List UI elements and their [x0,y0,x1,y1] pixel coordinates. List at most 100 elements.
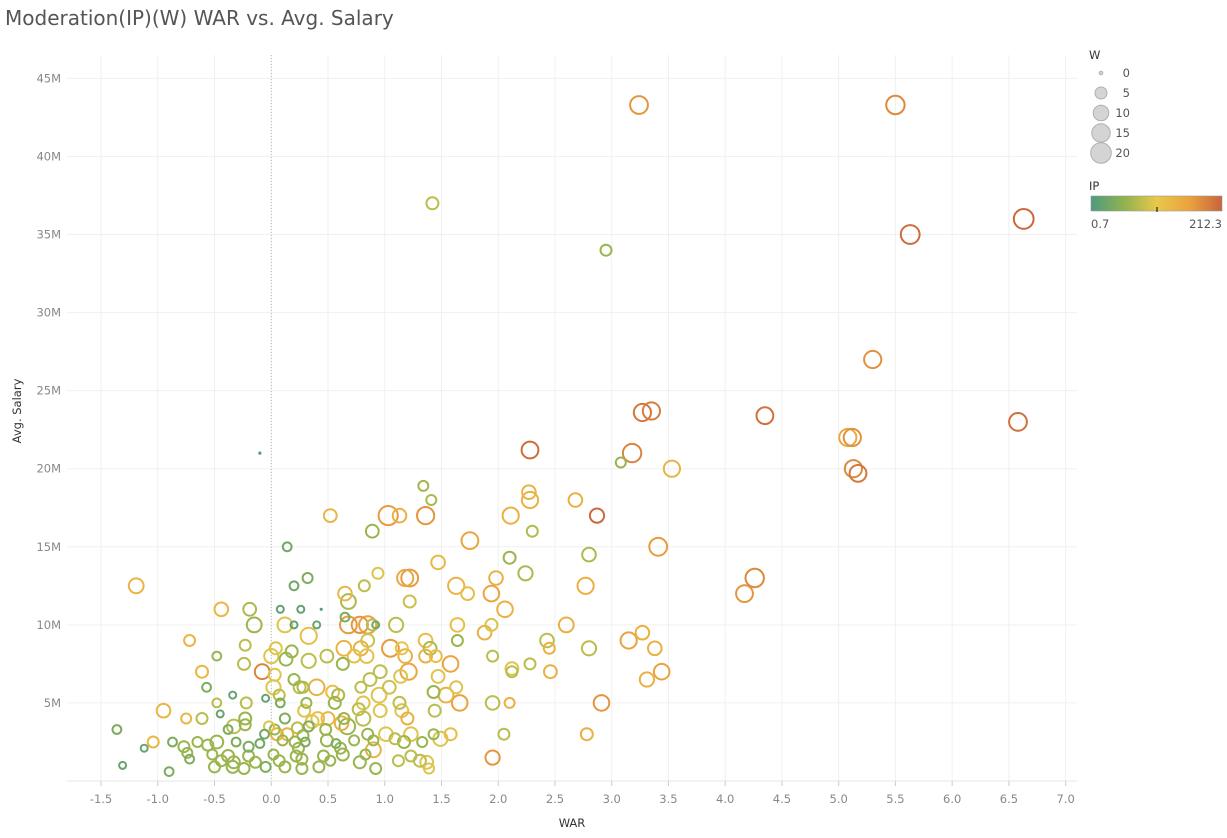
data-point [248,755,262,769]
y-tick-label: 5M [44,696,61,710]
data-point [744,567,765,589]
y-axis-title: Avg. Salary [10,378,24,443]
data-point [372,664,388,680]
data-point [755,406,775,426]
data-point [396,568,415,588]
data-point [146,735,160,749]
data-point [346,648,362,664]
data-point [302,720,315,733]
x-tick-label: 6.0 [943,792,961,806]
data-point [520,490,540,510]
data-point [322,508,338,523]
size-legend-label: 15 [1115,126,1130,140]
data-point [427,728,440,741]
data-point [503,696,516,709]
data-point [180,712,193,725]
data-point [576,576,595,595]
data-point [557,616,575,634]
data-point [348,734,361,747]
data-points [111,94,1035,777]
data-point [183,634,197,647]
data-point [629,95,649,115]
data-point [267,748,280,761]
data-point [449,617,466,633]
data-point [274,697,286,709]
data-point [417,632,434,649]
data-point [400,568,420,588]
data-point [297,703,312,718]
data-point [638,671,656,688]
data-point [486,649,500,663]
x-tick-label: 4.0 [716,792,734,806]
data-point [360,633,376,648]
data-point [215,709,225,719]
data-point [245,616,263,634]
data-point [402,594,417,609]
data-point [230,736,242,748]
data-point [443,727,458,742]
data-point [484,749,501,766]
x-tick-label: 2.5 [546,792,564,806]
data-point [319,723,333,736]
data-point [365,618,379,632]
data-point [276,734,289,747]
data-point [449,680,464,695]
x-tick-label: 5.0 [830,792,848,806]
size-legend-title: W [1089,48,1100,62]
data-point [377,504,399,527]
data-point [222,724,234,735]
data-point [504,661,520,676]
data-point [307,678,326,697]
x-axis: -1.5 -1.0 -0.5 0.0 0.5 1.0 1.5 2.0 2.5 3.0 3.5 4.0 4… [90,781,1075,806]
data-point [542,641,556,655]
data-point [648,536,669,557]
data-point [521,484,537,501]
data-point [371,566,385,580]
data-point [426,685,441,699]
data-point [288,580,300,592]
data-point [450,694,469,712]
data-point [263,648,280,665]
size-legend-marker [1092,104,1110,122]
data-point [525,524,539,538]
x-tick-label: -1.0 [147,792,169,806]
data-point [177,740,191,754]
grid-lines [67,55,1077,782]
data-point [369,762,383,775]
x-tick-label: 0.5 [319,792,337,806]
data-point [191,736,204,748]
data-point [592,694,611,712]
y-tick-label: 30M [36,306,61,320]
data-point [579,727,594,742]
data-point [276,616,294,634]
size-legend-marker [1091,123,1111,143]
data-point [275,604,285,614]
data-point [361,727,375,741]
data-point [399,662,418,681]
data-point [460,586,476,601]
data-point [496,600,514,619]
color-legend-max: 212.3 [1189,217,1222,231]
x-tick-label: 4.5 [773,792,791,806]
x-axis-title: WAR [559,816,586,830]
size-legend-marker [1090,142,1112,164]
data-point [397,735,411,749]
data-point [261,693,271,703]
data-point [300,652,317,669]
data-point [139,743,149,753]
data-point [167,736,178,748]
data-point [381,679,397,695]
data-point [497,727,511,741]
data-point [885,94,906,116]
data-point [226,718,242,735]
data-point [268,641,283,656]
size-legend-label: 5 [1123,86,1130,100]
data-point [296,680,310,694]
data-point [335,747,350,762]
data-point [581,546,597,563]
data-point [330,738,342,749]
data-point [195,712,209,725]
data-point [319,607,323,611]
data-point [208,760,221,774]
data-point [543,664,558,680]
